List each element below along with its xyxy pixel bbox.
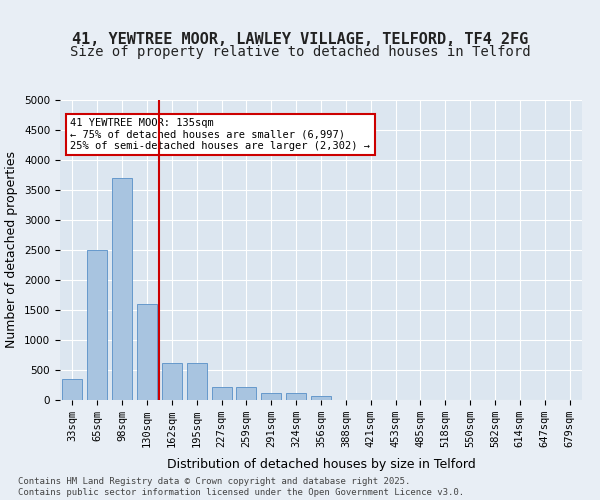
Text: Size of property relative to detached houses in Telford: Size of property relative to detached ho… [70, 45, 530, 59]
Text: 41, YEWTREE MOOR, LAWLEY VILLAGE, TELFORD, TF4 2FG: 41, YEWTREE MOOR, LAWLEY VILLAGE, TELFOR… [72, 32, 528, 48]
Bar [187, 363, 206, 400]
Bar [88, 250, 107, 400]
Y-axis label: Number of detached properties: Number of detached properties [5, 152, 19, 348]
Bar [162, 363, 182, 400]
Bar [112, 178, 132, 400]
Bar [262, 393, 281, 400]
Text: Contains HM Land Registry data © Crown copyright and database right 2025.
Contai: Contains HM Land Registry data © Crown c… [18, 478, 464, 497]
Bar [212, 387, 232, 400]
Bar [137, 304, 157, 400]
X-axis label: Distribution of detached houses by size in Telford: Distribution of detached houses by size … [167, 458, 475, 471]
Bar [62, 379, 82, 400]
Bar [286, 393, 306, 400]
Bar [311, 396, 331, 400]
Bar [236, 387, 256, 400]
Text: 41 YEWTREE MOOR: 135sqm
← 75% of detached houses are smaller (6,997)
25% of semi: 41 YEWTREE MOOR: 135sqm ← 75% of detache… [70, 118, 370, 151]
